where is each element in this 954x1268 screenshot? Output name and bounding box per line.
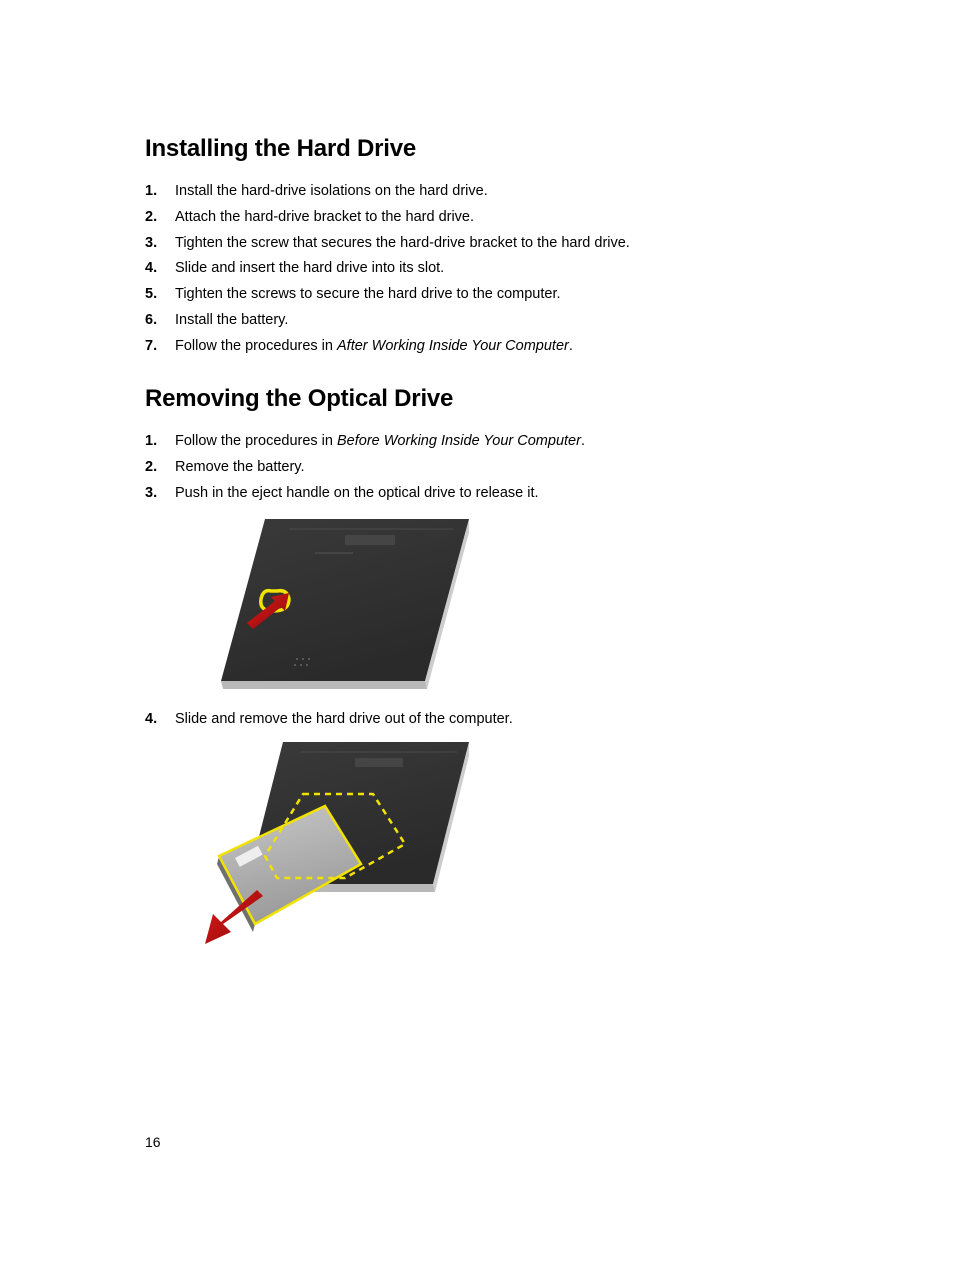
step-text-prefix: Follow the procedures in [175,338,337,354]
step-item: Slide and remove the hard drive out of t… [145,709,834,967]
step-text: Remove the battery. [175,459,305,475]
panel-slot [355,758,403,767]
step-item: Push in the eject handle on the optical … [145,483,834,697]
step-text: Slide and remove the hard drive out of t… [175,711,513,727]
step-text: Attach the hard-drive bracket to the har… [175,209,474,225]
figure-drive-slide-out [205,736,469,966]
step-text: Slide and insert the hard drive into its… [175,260,444,276]
step-text-italic: After Working Inside Your Computer [337,338,569,354]
step-item: Install the battery. [145,310,834,332]
step-text: Tighten the screw that secures the hard-… [175,235,630,251]
step-item: Tighten the screws to secure the hard dr… [145,284,834,306]
section-heading-remove-od: Removing the Optical Drive [145,385,834,413]
figure-eject-handle [205,511,469,697]
steps-list-remove-od: Follow the procedures in Before Working … [145,431,834,966]
step-item: Slide and insert the hard drive into its… [145,258,834,280]
step-text-suffix: . [569,338,573,354]
step-item: Attach the hard-drive bracket to the har… [145,207,834,229]
laptop-diagram-icon [205,511,469,697]
step-item: Tighten the screw that secures the hard-… [145,233,834,255]
step-item: Follow the procedures in Before Working … [145,431,834,453]
page-number: 16 [145,1134,161,1150]
panel-slot [345,535,395,545]
laptop-edge [221,681,427,689]
step-text: Install the hard-drive isolations on the… [175,183,488,199]
step-item: Follow the procedures in After Working I… [145,336,834,358]
step-text-suffix: . [581,433,585,449]
step-text: Install the battery. [175,312,288,328]
step-text: Push in the eject handle on the optical … [175,485,539,501]
step-text-prefix: Follow the procedures in [175,433,337,449]
step-text: Tighten the screws to secure the hard dr… [175,286,561,302]
step-text-italic: Before Working Inside Your Computer [337,433,581,449]
step-item: Install the hard-drive isolations on the… [145,181,834,203]
step-item: Remove the battery. [145,457,834,479]
steps-list-install-hd: Install the hard-drive isolations on the… [145,181,834,357]
laptop-drive-diagram-icon [205,736,469,966]
section-heading-install-hd: Installing the Hard Drive [145,135,834,163]
